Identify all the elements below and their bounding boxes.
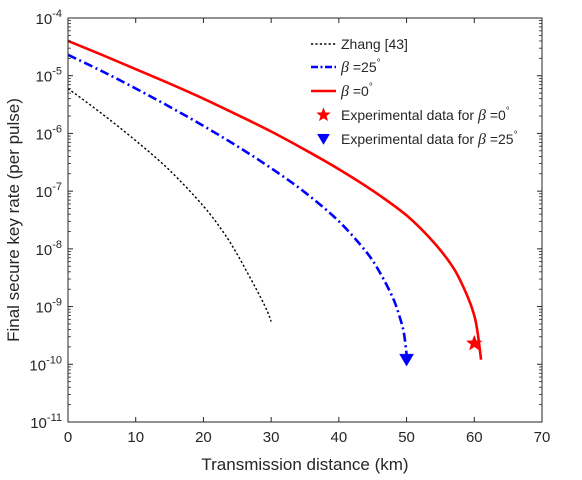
legend-beta-symbol: β <box>340 59 349 76</box>
y-tick-base: 10 <box>30 415 47 432</box>
legend: Zhang [43]β =25°β =0°Experimental data f… <box>311 36 518 148</box>
y-tick-base: 10 <box>29 357 46 374</box>
legend-degree-symbol: ° <box>514 130 518 141</box>
legend-degree-symbol: ° <box>506 106 510 117</box>
y-tick-exponent: -5 <box>52 66 62 78</box>
y-tick-label: 10-11 <box>30 412 62 432</box>
plot-area <box>68 18 542 422</box>
legend-label-text: Zhang [43] <box>341 36 408 52</box>
legend-beta-symbol: β <box>340 83 349 100</box>
legend-beta-symbol: β <box>477 107 486 124</box>
y-tick-base: 10 <box>36 300 53 317</box>
legend-label-value: =25 <box>349 59 377 75</box>
x-axis-ticks: 0 10 20 30 40 50 60 70 <box>64 18 551 446</box>
legend-label: Experimental data for β =0° <box>341 106 510 124</box>
legend-swatch-triangle <box>317 133 330 145</box>
y-tick-label: 10-7 <box>36 181 62 201</box>
x-axis-label: Transmission distance (km) <box>201 455 408 474</box>
x-tick-label: 60 <box>466 429 483 446</box>
zhang-curve <box>67 87 272 322</box>
y-tick-exponent: -4 <box>52 8 62 20</box>
y-tick-label: 10-5 <box>36 66 62 86</box>
y-tick-exponent: -6 <box>52 123 62 135</box>
y-tick-base: 10 <box>36 126 53 143</box>
legend-label: Zhang [43] <box>341 36 408 52</box>
y-tick-exponent: -9 <box>52 297 62 309</box>
legend-label: Experimental data for β =25° <box>341 130 518 148</box>
y-tick-exponent: -7 <box>52 181 62 193</box>
beta-25-curve <box>67 53 408 355</box>
markers-layer <box>399 334 483 367</box>
y-tick-base: 10 <box>36 69 53 86</box>
y-axis-label: Final secure key rate (per pulse) <box>4 98 23 342</box>
experimental-triangle-marker <box>399 353 415 367</box>
legend-degree-symbol: ° <box>377 58 381 69</box>
legend-label-text: Experimental data for <box>341 131 478 147</box>
x-tick-label: 10 <box>127 429 144 446</box>
x-tick-label: 50 <box>398 429 415 446</box>
legend-label: β =0° <box>340 82 373 100</box>
legend-label-value: =0 <box>349 83 369 99</box>
x-tick-label: 0 <box>64 429 72 446</box>
y-tick-label: 10-6 <box>36 123 62 143</box>
legend-label-value: =25 <box>486 131 514 147</box>
y-tick-label: 10-9 <box>36 297 62 317</box>
experimental-star-marker <box>466 334 483 351</box>
y-tick-exponent: -10 <box>46 354 62 366</box>
y-tick-base: 10 <box>36 11 53 28</box>
legend-label: β =25° <box>340 58 381 76</box>
y-tick-exponent: -11 <box>47 412 62 424</box>
y-tick-base: 10 <box>36 184 53 201</box>
legend-label-text: Experimental data for <box>341 107 478 123</box>
legend-degree-symbol: ° <box>369 82 373 93</box>
legend-beta-symbol: β <box>477 131 486 148</box>
legend-swatch-star <box>316 107 331 122</box>
y-tick-label: 10-10 <box>29 354 62 374</box>
x-tick-label: 20 <box>195 429 212 446</box>
legend-label-value: =0 <box>486 107 506 123</box>
y-tick-label: 10-8 <box>36 239 62 259</box>
x-tick-label: 40 <box>331 429 348 446</box>
curves-layer <box>67 39 483 360</box>
y-tick-label: 10-4 <box>36 8 62 28</box>
plot-frame <box>67 17 543 423</box>
beta-0-curve <box>67 39 483 360</box>
x-tick-label: 30 <box>263 429 280 446</box>
y-tick-base: 10 <box>36 242 53 259</box>
x-tick-label: 70 <box>534 429 551 446</box>
y-tick-exponent: -8 <box>52 239 62 251</box>
